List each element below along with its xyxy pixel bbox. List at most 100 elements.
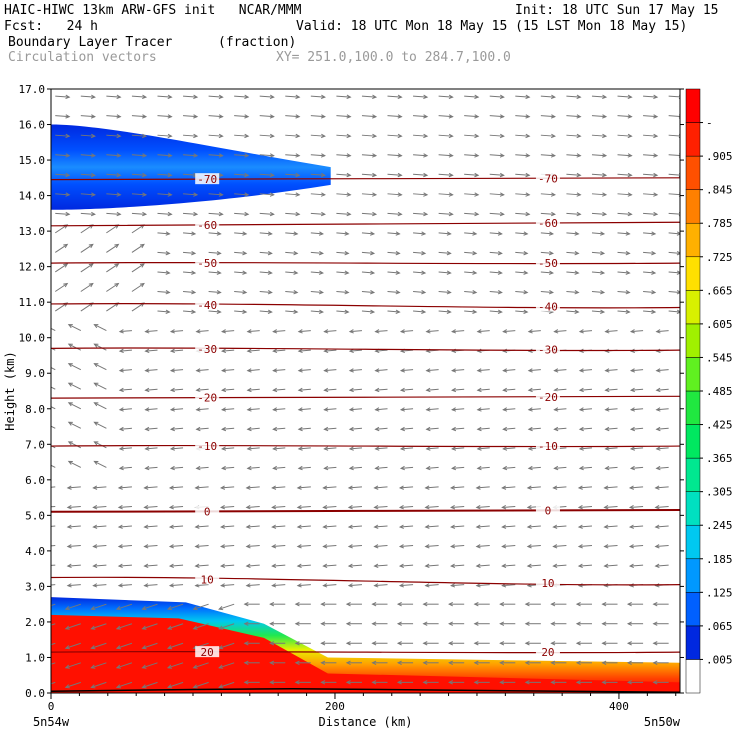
wind-vector-shaft <box>324 447 337 450</box>
wind-vector <box>654 485 669 490</box>
wind-vector-head <box>526 485 532 490</box>
wind-vector-shaft <box>401 349 414 352</box>
wind-vector-head <box>653 133 659 139</box>
wind-vector-shaft <box>656 466 669 469</box>
wind-vector-head <box>348 348 354 354</box>
wind-vector-shaft <box>297 505 311 508</box>
wind-vector-shaft <box>387 173 402 176</box>
wind-vector-head <box>323 407 329 412</box>
wind-vector-head <box>472 270 478 275</box>
wind-vector-shaft <box>656 408 669 411</box>
wind-vector <box>218 623 235 630</box>
wind-vector <box>80 192 96 197</box>
wind-vector <box>643 309 657 314</box>
wind-vector-head <box>450 485 456 490</box>
wind-vector-shaft <box>387 115 402 118</box>
wind-vector-shaft <box>515 134 530 137</box>
y-tick-label: 14.0 <box>19 190 46 203</box>
wind-vector-shaft <box>94 421 107 429</box>
wind-vector-head <box>322 544 328 549</box>
wind-vector <box>220 544 235 549</box>
wind-vector-shaft <box>566 291 579 294</box>
wind-vector-head <box>90 192 96 197</box>
wind-vector-head <box>576 192 582 197</box>
wind-vector <box>361 192 378 197</box>
wind-vector <box>473 601 490 607</box>
wind-vector-shaft <box>605 330 618 333</box>
wind-vector-shaft <box>489 291 502 294</box>
wind-vector-shaft <box>285 95 300 98</box>
wind-vector <box>553 407 567 412</box>
wind-vector-head <box>318 231 324 236</box>
wind-vector <box>269 660 286 665</box>
y-tick-label: 16.0 <box>19 119 46 132</box>
wind-vector-head <box>142 172 148 178</box>
wind-vector <box>591 290 606 295</box>
wind-vector-shaft <box>157 271 170 274</box>
wind-vector <box>526 524 541 529</box>
wind-vector-head <box>373 563 379 569</box>
wind-vector-shaft <box>234 173 249 176</box>
wind-vector-shaft <box>515 291 528 294</box>
wind-vector-shaft <box>566 232 579 235</box>
wind-vector-head <box>373 583 379 588</box>
wind-vector <box>489 153 505 158</box>
wind-vector <box>218 603 235 611</box>
wind-vector-shaft <box>94 441 107 449</box>
wind-vector-head <box>451 368 457 373</box>
wind-vector <box>550 641 567 646</box>
wind-vector-head <box>320 94 326 100</box>
wind-vector-shaft <box>515 95 530 98</box>
wind-vector <box>591 133 608 139</box>
wind-vector <box>654 524 669 529</box>
wind-vector <box>55 133 71 139</box>
wind-vector <box>106 133 122 139</box>
wind-vector <box>320 680 337 685</box>
wind-vector-head <box>626 601 632 607</box>
wind-vector-shaft <box>246 486 260 489</box>
wind-vector-shaft <box>208 115 223 118</box>
wind-vector-shaft <box>119 427 132 430</box>
wind-vector <box>464 309 478 314</box>
wind-vector-shaft <box>489 232 502 235</box>
wind-vector <box>387 192 403 197</box>
wind-vector-shaft <box>361 232 374 235</box>
wind-vector <box>476 329 490 334</box>
isotherm-label-bg <box>535 390 560 402</box>
wind-vector-shaft <box>222 369 235 372</box>
wind-vector-shaft <box>336 212 351 215</box>
wind-vector-shaft <box>579 388 593 391</box>
wind-vector <box>143 563 158 569</box>
wind-vector-head <box>267 250 273 256</box>
wind-vector-shaft <box>477 427 490 430</box>
x-tick-label: 400 <box>609 700 629 713</box>
wind-vector-head <box>473 621 479 626</box>
wind-vector <box>425 387 439 393</box>
wind-vector <box>117 485 132 490</box>
wind-vector-shaft <box>452 466 465 469</box>
wind-vector-head <box>272 426 278 432</box>
wind-vector <box>322 485 337 490</box>
wind-vector-head <box>524 601 530 607</box>
wind-vector-head <box>242 250 248 256</box>
isotherm-label: 10 <box>541 577 554 590</box>
wind-vector-head <box>398 544 404 549</box>
wind-vector <box>652 601 669 607</box>
wind-vector <box>398 544 414 549</box>
wind-vector-head <box>116 153 122 158</box>
wind-vector-head <box>423 94 429 100</box>
wind-vector-shaft <box>426 427 439 430</box>
wind-vector-head <box>318 270 324 275</box>
wind-vector-head <box>243 601 249 607</box>
wind-vector-shaft <box>273 447 286 450</box>
wind-vector-head <box>243 680 249 685</box>
wind-vector <box>451 368 465 373</box>
wind-vector-shaft <box>579 330 593 333</box>
wind-vector-shaft <box>219 662 235 669</box>
wind-vector-head <box>626 641 632 646</box>
wind-vector-head <box>66 524 72 529</box>
wind-vector-shaft <box>503 369 516 372</box>
wind-vector-head <box>92 485 98 490</box>
wind-vector-shaft <box>183 134 198 137</box>
wind-vector-shaft <box>157 154 172 157</box>
